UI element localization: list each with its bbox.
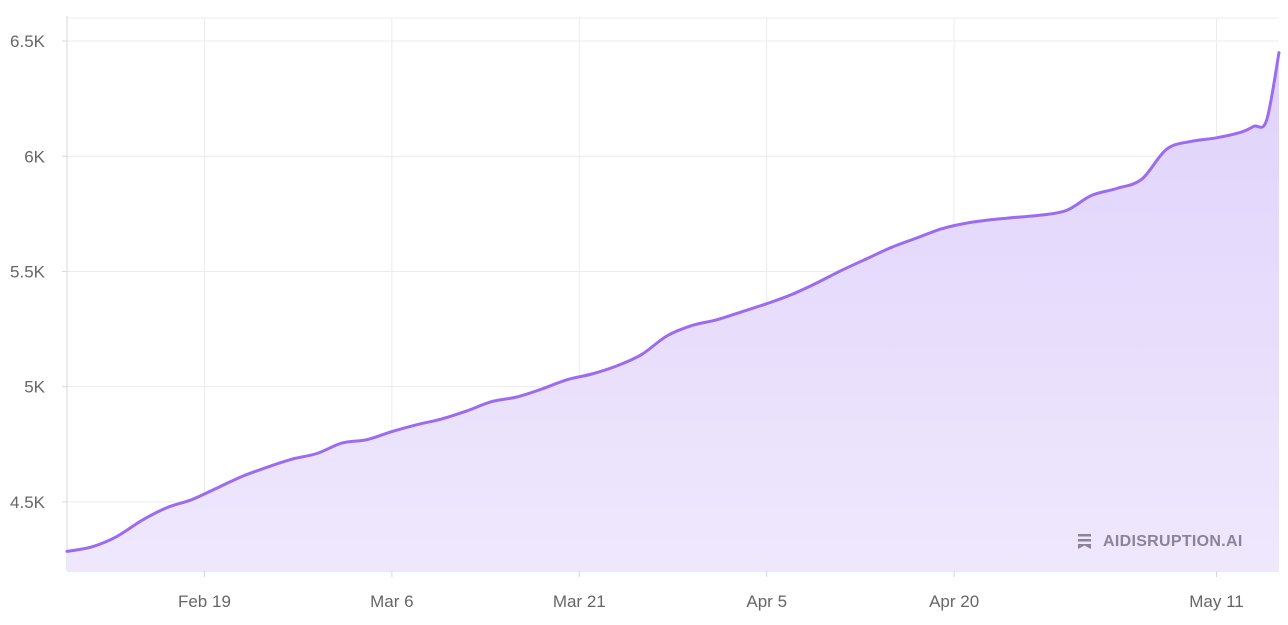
x-axis-ticks: Feb 19 Mar 6 Mar 21 Apr 5 Apr 20 May 11 [178, 592, 1244, 611]
y-tick-label: 5K [24, 378, 45, 397]
x-tick-label: Mar 21 [553, 592, 606, 611]
watermark-text: AIDISRUPTION.AI [1103, 533, 1243, 550]
y-tick-label: 5.5K [10, 262, 46, 281]
y-tick-label: 6K [24, 147, 45, 166]
area-fill [67, 52, 1279, 572]
x-tick-label: Mar 6 [370, 592, 413, 611]
bookmark-icon [1078, 534, 1091, 549]
y-tick-label: 4.5K [10, 493, 46, 512]
watermark: AIDISRUPTION.AI [1078, 533, 1243, 550]
y-tick-label: 6.5K [10, 32, 46, 51]
series-line [65, 51, 1281, 553]
y-axis-ticks: 4.5K 5K 5.5K 6K 6.5K [10, 32, 46, 512]
x-tick-label: Feb 19 [178, 592, 231, 611]
x-tick-label: Apr 5 [746, 592, 787, 611]
x-tick-label: May 11 [1189, 592, 1244, 611]
x-tick-label: Apr 20 [929, 592, 979, 611]
